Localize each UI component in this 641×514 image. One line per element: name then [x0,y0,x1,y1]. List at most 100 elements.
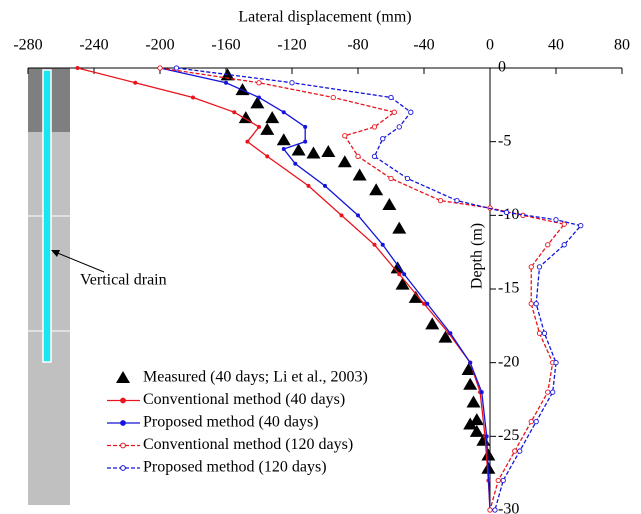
data-point [289,80,295,86]
data-point [536,264,543,270]
data-point [528,264,534,270]
legend-label: Proposed method (120 days) [143,459,327,476]
x-tick-label: -280 [13,37,42,54]
data-point [380,136,386,142]
data-point [388,94,394,101]
x-tick-label: 40 [548,37,564,54]
data-point [402,272,407,277]
data-point [533,301,539,307]
data-point [404,175,411,182]
measured-point [238,111,253,124]
data-point [495,477,501,484]
data-point [191,95,195,100]
data-point [408,109,414,115]
data-point [265,154,270,159]
measured-point [260,122,275,135]
data-point [323,183,327,188]
data-point [372,242,377,247]
measured-point [463,417,478,430]
legend-label: Proposed method (40 days) [143,414,319,431]
x-tick-label: 0 [486,37,494,54]
data-point [422,301,426,306]
data-point [578,222,584,229]
data-point [479,390,484,395]
y-tick-label: 0 [498,59,506,76]
data-point [391,109,397,115]
legend-marker [120,465,126,471]
y-tick-label: -5 [498,132,511,149]
measured-point [250,96,265,109]
data-point [281,110,286,115]
x-tick-label: 80 [614,37,630,54]
annotation-arrow [54,251,105,273]
x-tick-label: -240 [79,37,108,54]
measured-point [352,168,367,181]
measured-point [235,83,250,96]
data-point [500,477,506,484]
data-point [545,242,551,248]
series-line [77,67,491,511]
series-line [159,67,491,511]
measured-point [291,143,306,156]
measured-point [461,363,476,376]
data-point [553,360,559,366]
data-point [528,301,534,307]
measured-point [382,198,397,211]
y-axis-label: Depth (m) [469,223,486,289]
data-point [550,389,556,395]
measured-point [466,395,481,408]
y-tick-label: -15 [498,280,519,297]
data-point [356,213,360,218]
measured-point [481,448,496,461]
data-point [232,110,237,115]
data-point [330,94,336,101]
data-point [396,124,402,130]
legend-label: Conventional method (40 days) [143,391,345,408]
arrow-head [51,250,60,257]
data-point [281,147,286,152]
measured-point [438,330,453,343]
data-point [517,448,523,454]
legend-marker [120,420,126,426]
data-point [371,124,378,130]
measured-point [463,377,478,390]
data-point [437,197,444,204]
data-point [425,301,430,306]
measured-point [425,317,440,330]
data-point [533,418,539,425]
data-point [355,153,361,160]
x-tick-label: -40 [413,37,434,54]
data-point [133,80,138,85]
data-point [503,209,510,216]
data-point [371,153,378,160]
y-tick-label: -25 [498,427,519,444]
data-point [541,330,548,336]
data-point [545,389,551,395]
data-point [173,65,180,71]
data-point [257,124,261,129]
data-point [306,183,311,188]
measured-point [276,133,291,146]
y-tick-label: -20 [498,353,519,370]
legend-label: Conventional method (120 days) [143,436,353,453]
data-point [492,507,498,513]
data-point [388,175,394,182]
data-point [397,272,402,277]
data-point [553,217,559,223]
x-tick-label: -120 [277,37,306,54]
data-point [257,95,261,100]
x-tick-label: -80 [347,37,368,54]
series-line [176,67,582,511]
measured-point [369,183,384,196]
legend-marker [116,371,130,383]
vertical-drain [42,69,52,363]
series-line [159,67,566,511]
data-point [528,418,534,425]
y-tick-label: -10 [498,206,519,223]
measured-point [337,155,352,168]
data-point [512,448,518,454]
x-axis-label: Lateral displacement (mm) [238,9,411,26]
data-point [484,434,489,439]
data-point [256,80,262,86]
